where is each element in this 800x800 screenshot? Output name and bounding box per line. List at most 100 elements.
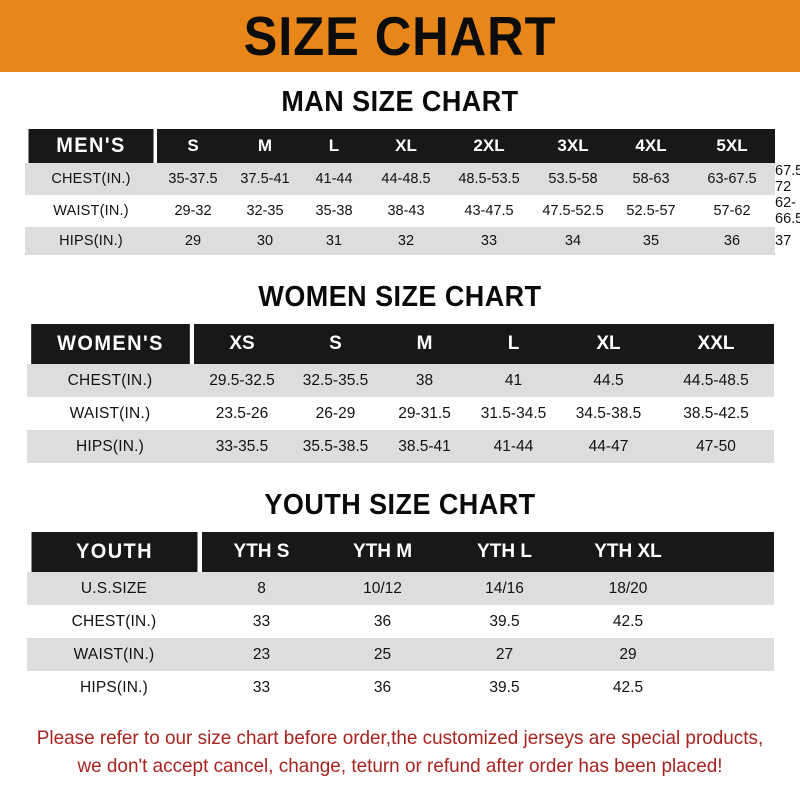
youth-cell-ussize-3: 14/16 xyxy=(443,572,566,605)
men-row-label-chest: CHEST(IN.) xyxy=(25,163,157,195)
table-row: HIPS(IN.) 33 36 39.5 42.5 xyxy=(26,671,774,704)
youth-col-2: YTH M xyxy=(321,532,444,572)
women-cell-waist-4: 31.5-34.5 xyxy=(468,397,559,430)
youth-col-5 xyxy=(690,532,774,572)
table-row: WAIST(IN.) 23 25 27 29 xyxy=(26,638,774,671)
men-cell-waist-2: 32-35 xyxy=(229,195,301,227)
table-row: HIPS(IN.) 29 30 31 32 33 34 35 36 37 xyxy=(25,227,791,255)
women-row-label-hips: HIPS(IN.) xyxy=(26,430,194,463)
youth-row-label-chest: CHEST(IN.) xyxy=(26,605,202,638)
section-title-man: MAN SIZE CHART xyxy=(281,86,519,118)
men-cell-waist-6: 47.5-52.5 xyxy=(533,195,613,227)
youth-cell-chest-5 xyxy=(690,605,774,638)
youth-col-1: YTH S xyxy=(201,532,322,572)
youth-cell-hips-5 xyxy=(690,671,774,704)
women-cell-chest-2: 32.5-35.5 xyxy=(290,364,381,397)
section-title-youth: YOUTH SIZE CHART xyxy=(264,489,536,521)
men-cell-waist-7: 52.5-57 xyxy=(613,195,689,227)
men-cell-chest-7: 58-63 xyxy=(613,163,689,195)
youth-cell-waist-5 xyxy=(690,638,774,671)
youth-cell-waist-2: 25 xyxy=(321,638,444,671)
youth-cell-waist-1: 23 xyxy=(201,638,322,671)
youth-col-3: YTH L xyxy=(443,532,566,572)
men-cell-waist-4: 38-43 xyxy=(367,195,445,227)
men-size-table: MEN'S S M L XL 2XL 3XL 4XL 5XL 6XL CHEST… xyxy=(25,129,800,255)
men-cell-hips-2: 30 xyxy=(229,227,301,255)
women-cell-chest-3: 38 xyxy=(380,364,469,397)
men-col-7: 4XL xyxy=(613,129,689,163)
women-cell-waist-3: 29-31.5 xyxy=(380,397,469,430)
men-cell-hips-4: 32 xyxy=(367,227,445,255)
table-row: WAIST(IN.) 29-32 32-35 35-38 38-43 43-47… xyxy=(25,195,800,227)
men-col-2: M xyxy=(229,129,301,163)
men-cell-hips-6: 34 xyxy=(533,227,613,255)
women-row-label-waist: WAIST(IN.) xyxy=(26,397,194,430)
women-cell-hips-5: 44-47 xyxy=(558,430,659,463)
men-col-8: 5XL xyxy=(689,129,775,163)
youth-cell-chest-4: 42.5 xyxy=(565,605,691,638)
women-header-row: WOMEN'S XS S M L XL XXL xyxy=(27,324,774,364)
youth-cell-ussize-5 xyxy=(690,572,774,605)
men-cell-hips-1: 29 xyxy=(157,227,229,255)
women-col-5: XL xyxy=(558,324,659,364)
youth-header-row: YOUTH YTH S YTH M YTH L YTH XL xyxy=(27,532,774,572)
page-title: SIZE CHART xyxy=(243,4,557,67)
table-row: U.S.SIZE 8 10/12 14/16 18/20 xyxy=(26,572,774,605)
youth-cell-ussize-1: 8 xyxy=(201,572,322,605)
men-cell-chest-8: 63-67.5 xyxy=(689,163,775,195)
youth-cell-ussize-4: 18/20 xyxy=(565,572,691,605)
women-cell-waist-1: 23.5-26 xyxy=(193,397,291,430)
men-row-label-hips: HIPS(IN.) xyxy=(25,227,157,255)
disclaimer-note: Please refer to our size chart before or… xyxy=(12,724,788,781)
women-corner-label: WOMEN'S xyxy=(30,324,190,364)
men-row-label-waist: WAIST(IN.) xyxy=(25,195,157,227)
table-row: HIPS(IN.) 33-35.5 35.5-38.5 38.5-41 41-4… xyxy=(26,430,774,463)
women-cell-hips-1: 33-35.5 xyxy=(193,430,291,463)
youth-col-4: YTH XL xyxy=(565,532,691,572)
header-banner: SIZE CHART xyxy=(0,0,800,72)
men-cell-chest-2: 37.5-41 xyxy=(229,163,301,195)
youth-cell-chest-3: 39.5 xyxy=(443,605,566,638)
disclaimer-line-2: we don't accept cancel, change, teturn o… xyxy=(77,755,723,778)
table-row: CHEST(IN.) 33 36 39.5 42.5 xyxy=(26,605,774,638)
men-cell-chest-5: 48.5-53.5 xyxy=(445,163,533,195)
men-col-4: XL xyxy=(367,129,445,163)
youth-cell-waist-4: 29 xyxy=(565,638,691,671)
men-cell-hips-8: 36 xyxy=(689,227,775,255)
youth-size-table: YOUTH YTH S YTH M YTH L YTH XL U.S.SIZE … xyxy=(26,532,774,704)
men-col-6: 3XL xyxy=(533,129,613,163)
youth-corner-label: YOUTH xyxy=(30,532,198,572)
men-cell-chest-1: 35-37.5 xyxy=(157,163,229,195)
youth-cell-hips-4: 42.5 xyxy=(565,671,691,704)
men-cell-waist-5: 43-47.5 xyxy=(445,195,533,227)
youth-row-label-ussize: U.S.SIZE xyxy=(26,572,202,605)
youth-cell-hips-2: 36 xyxy=(321,671,444,704)
women-col-6: XXL xyxy=(658,324,774,364)
men-cell-chest-4: 44-48.5 xyxy=(367,163,445,195)
women-col-3: M xyxy=(380,324,469,364)
youth-cell-waist-3: 27 xyxy=(443,638,566,671)
men-cell-chest-6: 53.5-58 xyxy=(533,163,613,195)
men-corner-label: MEN'S xyxy=(28,129,154,163)
men-cell-waist-3: 35-38 xyxy=(301,195,367,227)
youth-cell-hips-1: 33 xyxy=(201,671,322,704)
disclaimer-line-1: Please refer to our size chart before or… xyxy=(36,727,764,749)
women-cell-waist-5: 34.5-38.5 xyxy=(558,397,659,430)
men-header-row: MEN'S S M L XL 2XL 3XL 4XL 5XL 6XL xyxy=(25,129,800,163)
men-cell-waist-8: 57-62 xyxy=(689,195,775,227)
men-cell-hips-3: 31 xyxy=(301,227,367,255)
women-cell-hips-2: 35.5-38.5 xyxy=(290,430,381,463)
women-cell-hips-4: 41-44 xyxy=(468,430,559,463)
women-cell-chest-4: 41 xyxy=(468,364,559,397)
youth-cell-ussize-2: 10/12 xyxy=(321,572,444,605)
men-col-3: L xyxy=(301,129,367,163)
men-col-5: 2XL xyxy=(445,129,533,163)
men-cell-chest-3: 41-44 xyxy=(301,163,367,195)
youth-cell-chest-1: 33 xyxy=(201,605,322,638)
women-cell-hips-3: 38.5-41 xyxy=(380,430,469,463)
table-row: CHEST(IN.) 29.5-32.5 32.5-35.5 38 41 44.… xyxy=(26,364,774,397)
youth-cell-chest-2: 36 xyxy=(321,605,444,638)
youth-row-label-waist: WAIST(IN.) xyxy=(26,638,202,671)
women-cell-chest-6: 44.5-48.5 xyxy=(658,364,774,397)
